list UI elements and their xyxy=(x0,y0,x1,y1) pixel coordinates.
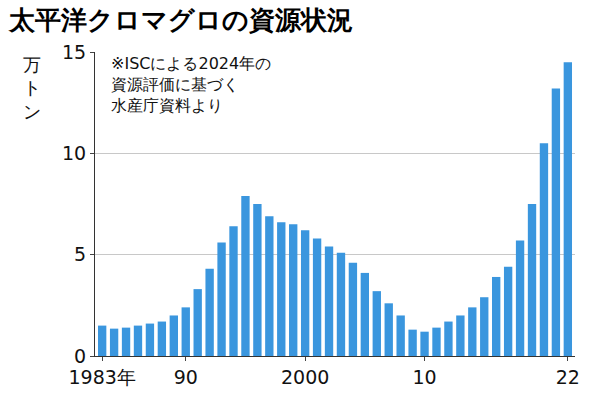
svg-text:太平洋クロマグロの資源状況: 太平洋クロマグロの資源状況 xyxy=(8,5,353,35)
svg-text:5: 5 xyxy=(74,243,86,265)
svg-text:15: 15 xyxy=(62,41,86,63)
svg-text:2000: 2000 xyxy=(281,366,329,388)
svg-text:1983年: 1983年 xyxy=(68,366,135,388)
svg-text:※ISCによる2024年の資源評価に基づく水産庁資料より: ※ISCによる2024年の資源評価に基づく水産庁資料より xyxy=(111,54,271,115)
svg-text:万トン: 万トン xyxy=(23,54,41,122)
svg-text:10: 10 xyxy=(412,366,436,388)
svg-text:22: 22 xyxy=(556,366,580,388)
svg-text:90: 90 xyxy=(174,366,198,388)
svg-text:10: 10 xyxy=(62,142,86,164)
svg-text:0: 0 xyxy=(74,345,86,367)
